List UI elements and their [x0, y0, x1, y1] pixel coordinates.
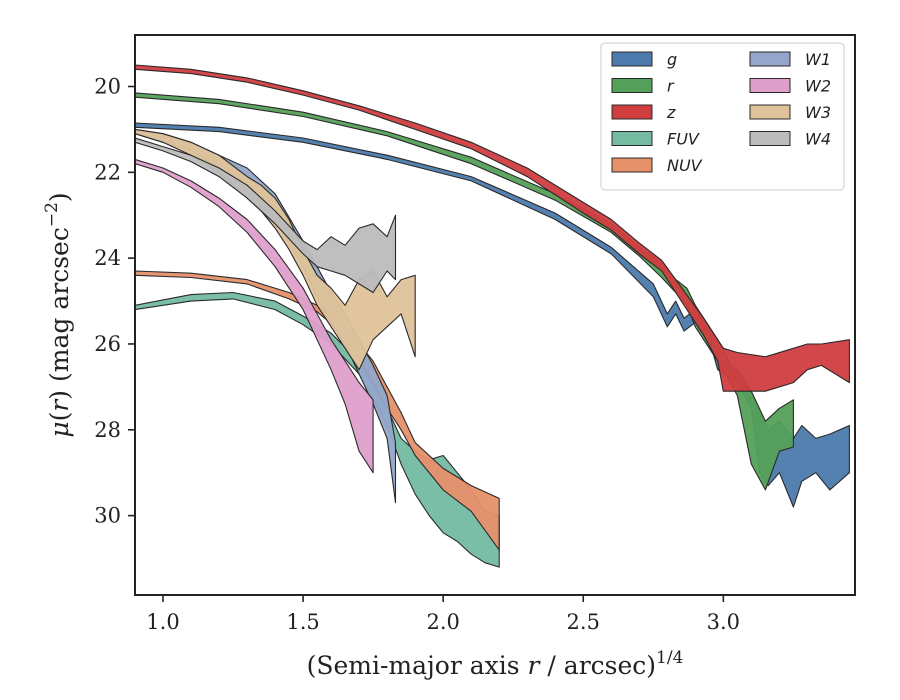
x-tick-label: 2.5: [567, 610, 600, 634]
x-axis-label-sup: 1/4: [656, 648, 683, 668]
series-band-w4: [135, 137, 397, 294]
legend-label-z: z: [666, 103, 676, 122]
y-axis-label-rest: (mag arcsec: [45, 227, 74, 390]
y-tick-label: 22: [94, 160, 121, 184]
x-tick-label: 1.5: [286, 610, 319, 634]
ticks-layer: 1.0 1.5 2.0 2.5 3.0 20 22 24 26 28 30: [94, 74, 740, 634]
legend-label-w3: W3: [805, 103, 831, 122]
legend-swatch-w3: [749, 104, 791, 120]
x-axis-label-var: r: [528, 651, 542, 680]
series-band-w2: [135, 158, 374, 474]
plot-frame: [134, 34, 856, 596]
y-axis-label-rp: ): [45, 390, 74, 400]
legend-swatch-r: [611, 78, 653, 93]
legend-swatch-z: [611, 104, 653, 120]
x-axis-label-suffix: / arcsec): [539, 651, 656, 680]
series-band-g: [135, 122, 850, 508]
y-axis-label-mu: μ: [45, 421, 74, 437]
legend-label-fuv: FUV: [667, 130, 700, 149]
legend: grz FUV NUV W1 W2 W3 W4: [600, 42, 845, 191]
y-axis-label-lp: (: [45, 412, 74, 422]
legend-label-w4: W4: [805, 130, 831, 149]
series-band-fuv: [135, 291, 500, 568]
y-axis-label: μ(r) (mag arcsec−2): [42, 192, 74, 437]
y-tick-label: 30: [94, 504, 121, 528]
y-axis-label-sup: −2: [42, 202, 62, 227]
y-tick-label: 20: [94, 74, 121, 98]
legend-label-g: g: [667, 50, 677, 69]
x-tick-label: 3.0: [707, 610, 740, 634]
legend-label-w1: W1: [805, 50, 831, 69]
series-layer: [135, 64, 850, 568]
x-tick-label: 1.0: [146, 610, 179, 634]
x-tick-label: 2.0: [426, 610, 459, 634]
y-axis-label-var: r: [45, 398, 74, 412]
y-tick-label: 26: [94, 332, 121, 356]
legend-swatch-g: [611, 51, 653, 67]
series-band-z: [135, 64, 850, 392]
x-axis-label: (Semi-major axis r / arcsec)1/4: [307, 648, 684, 680]
legend-label-nuv: NUV: [667, 156, 703, 175]
legend-swatch-w4: [749, 131, 791, 146]
legend-swatch-fuv: [611, 131, 653, 146]
legend-swatch-w1: [749, 51, 791, 67]
legend-label-r: r: [667, 77, 675, 96]
legend-swatch-w2: [749, 78, 791, 93]
legend-swatch-nuv: [611, 157, 653, 173]
x-axis-label-prefix: (Semi-major axis: [307, 651, 528, 680]
y-tick-label: 24: [94, 246, 121, 270]
y-tick-label: 28: [94, 418, 121, 442]
legend-label-w2: W2: [805, 77, 831, 96]
y-axis-label-close: ): [45, 192, 74, 202]
